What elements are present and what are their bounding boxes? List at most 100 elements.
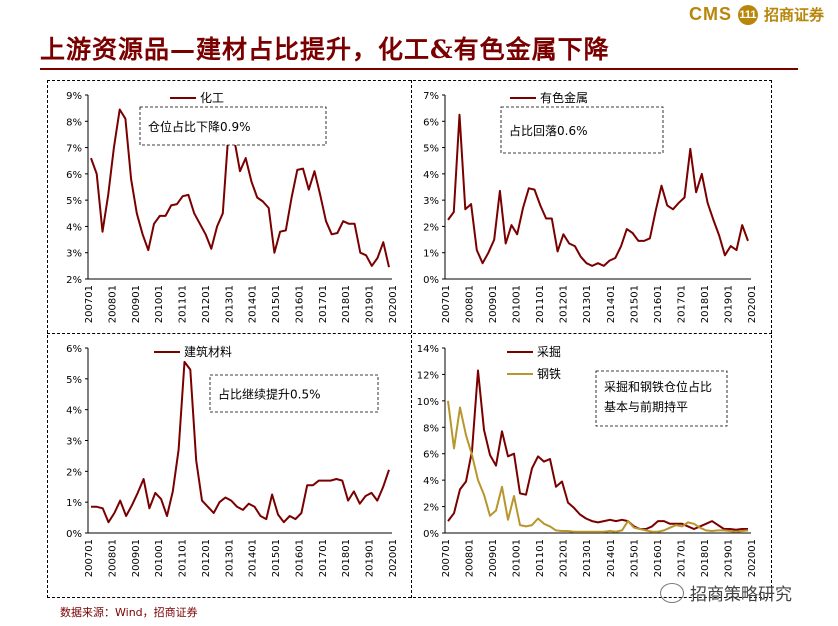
brand-logo: CMS 111 招商证券	[689, 4, 824, 25]
series-line-0	[91, 360, 390, 524]
y-tick-label: 1%	[66, 498, 82, 509]
legend-label: 建筑材料	[184, 344, 232, 359]
y-tick-label: 0%	[423, 275, 439, 286]
x-tick-label: 200701	[441, 539, 452, 577]
annotation-box	[595, 370, 728, 427]
x-tick-label: 201701	[676, 285, 687, 323]
annotation-text: 采掘和钢铁仓位占比	[604, 379, 712, 394]
x-tick-label: 201601	[294, 285, 305, 323]
x-tick-label: 201401	[606, 539, 617, 577]
x-tick-label: 200801	[107, 539, 118, 577]
x-tick-label: 201401	[606, 285, 617, 323]
annotation-box	[139, 106, 327, 146]
y-tick-label: 8%	[423, 423, 439, 434]
annotation-text: 占比继续提升0.5%	[218, 387, 321, 402]
x-tick-label: 201901	[365, 285, 376, 323]
x-tick-label: 201701	[318, 539, 329, 577]
annotation-box	[209, 374, 379, 413]
x-tick-label: 201501	[629, 539, 640, 577]
x-tick-label: 202001	[747, 285, 758, 323]
y-tick-label: 6%	[423, 117, 439, 128]
x-tick-label: 201101	[535, 285, 546, 323]
y-tick-label: 4%	[66, 406, 82, 417]
x-tick-label: 202001	[747, 539, 758, 577]
x-tick-label: 201201	[201, 285, 212, 323]
y-tick-label: 2%	[423, 222, 439, 233]
y-tick-label: 2%	[66, 467, 82, 478]
y-tick-label: 3%	[66, 437, 82, 448]
x-tick-label: 201201	[559, 539, 570, 577]
x-tick-label: 201701	[318, 285, 329, 323]
x-tick-label: 200901	[488, 539, 499, 577]
x-tick-label: 200801	[465, 539, 476, 577]
x-tick-label: 201801	[700, 539, 711, 577]
annotation-text: 占比回落0.6%	[509, 123, 588, 138]
y-tick-label: 10%	[417, 397, 439, 408]
brand-name: CMS	[688, 4, 732, 24]
x-tick-label: 201601	[653, 285, 664, 323]
y-tick-label: 12%	[417, 370, 439, 381]
x-tick-label: 201901	[723, 285, 734, 323]
y-tick-label: 7%	[423, 91, 439, 102]
y-tick-label: 4%	[66, 222, 82, 233]
watermark: 招商策略研究	[660, 580, 792, 605]
y-tick-label: 0%	[66, 529, 82, 540]
x-tick-label: 201601	[653, 539, 664, 577]
x-tick-label: 201001	[154, 539, 165, 577]
page-title: 上游资源品—建材占比提升，化工&有色金属下降	[40, 35, 610, 64]
x-tick-label: 201301	[582, 285, 593, 323]
x-tick-label: 200901	[131, 539, 142, 577]
series-line-0	[90, 108, 390, 268]
x-tick-label: 200701	[84, 285, 95, 323]
x-tick-label: 201601	[294, 539, 305, 577]
title-rule	[40, 68, 798, 70]
x-tick-label: 201901	[723, 539, 734, 577]
y-tick-label: 0%	[423, 529, 439, 540]
x-tick-label: 202001	[388, 285, 399, 323]
x-tick-label: 201101	[178, 539, 189, 577]
y-tick-label: 6%	[66, 170, 82, 181]
x-tick-label: 201501	[629, 285, 640, 323]
legend-label: 采掘	[537, 344, 561, 359]
legend-label: 化工	[200, 91, 224, 105]
x-tick-label: 201401	[248, 539, 259, 577]
brand-name-cn: 招商证券	[763, 6, 824, 24]
y-tick-label: 6%	[423, 450, 439, 461]
x-tick-label: 200901	[488, 285, 499, 323]
y-tick-label: 9%	[66, 91, 82, 102]
x-tick-label: 201701	[676, 539, 687, 577]
y-tick-label: 4%	[423, 170, 439, 181]
brand-mark-icon: 111	[737, 4, 758, 25]
y-tick-label: 8%	[66, 117, 82, 128]
series-line-0	[447, 113, 749, 267]
y-tick-label: 2%	[423, 503, 439, 514]
annotation-box	[500, 106, 664, 154]
y-tick-label: 5%	[66, 196, 82, 207]
x-tick-label: 201801	[700, 285, 711, 323]
x-tick-label: 201301	[582, 539, 593, 577]
x-tick-label: 201801	[341, 285, 352, 323]
horizontal-divider	[47, 333, 772, 334]
series-line-1	[447, 400, 749, 533]
x-tick-label: 200801	[107, 285, 118, 323]
annotation-text: 基本与前期持平	[604, 399, 688, 414]
x-tick-label: 201801	[341, 539, 352, 577]
chart-grid-frame	[47, 80, 772, 598]
x-tick-label: 200701	[84, 539, 95, 577]
x-tick-label: 201001	[512, 539, 523, 577]
legend-label: 有色金属	[540, 90, 588, 105]
y-tick-label: 4%	[423, 476, 439, 487]
legend-label: 钢铁	[537, 367, 561, 381]
x-tick-label: 201901	[365, 539, 376, 577]
x-tick-label: 200801	[465, 285, 476, 323]
x-tick-label: 201201	[201, 539, 212, 577]
x-tick-label: 201001	[512, 285, 523, 323]
wechat-icon	[660, 582, 684, 603]
x-tick-label: 202001	[388, 539, 399, 577]
x-tick-label: 201301	[224, 539, 235, 577]
y-tick-label: 1%	[423, 249, 439, 260]
